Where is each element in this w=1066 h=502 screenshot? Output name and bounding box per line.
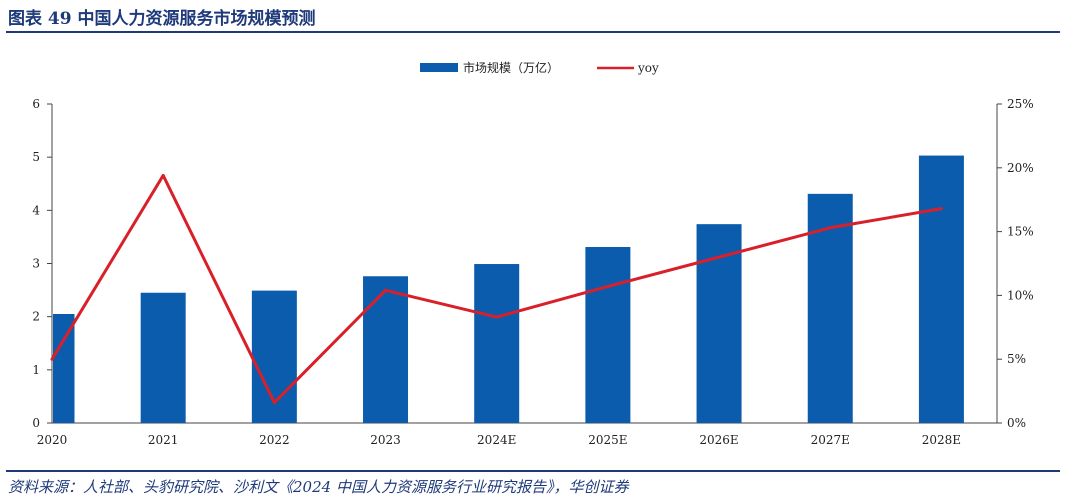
right-tick-label: 15% [1007,225,1034,239]
figure-title: 图表 49 中国人力资源服务市场规模预测 [8,9,316,29]
right-tick-label: 10% [1007,288,1034,302]
left-tick-label: 6 [32,97,40,111]
yoy-point-2027E [828,226,832,230]
left-tick-label: 1 [32,363,40,377]
left-tick-label: 4 [32,203,40,217]
x-tick-label: 2024E [477,433,516,447]
x-axis-labels: 2020 2021 2022 2023 2024E 2025E 2026E 2027E 2028… [37,433,961,447]
right-tick-label: 0% [1007,416,1026,430]
yoy-point-2020 [50,357,54,361]
source-note: 资料来源：人社部、头豹研究院、沙利文《2024 中国人力资源服务行业研究报告》，… [8,478,629,496]
bar-2024E [474,264,520,423]
x-tick-label: 2025E [588,433,627,447]
left-tick-label: 5 [32,150,40,164]
yoy-point-2021 [161,173,165,177]
bar-2020 [53,314,75,423]
legend-line-label: yoy [637,61,659,75]
x-tick-label: 2021 [148,433,179,447]
x-tick-label: 2026E [699,433,738,447]
x-tick-label: 2020 [37,433,68,447]
left-tick-label: 2 [32,310,40,324]
left-tick-label: 0 [32,416,40,430]
legend-bar-label: 市场规模（万亿） [463,60,559,75]
x-tick-label: 2023 [370,433,401,447]
bar-2023 [363,276,409,423]
left-tick-label: 3 [32,257,40,271]
yoy-point-2025E [606,284,610,288]
right-tick-label: 25% [1007,97,1034,111]
bar-2028E [918,155,964,424]
axes: 0 1 2 3 4 5 6 0% 5% 10% 15% 20% 25% [32,97,1033,430]
bar-series [53,155,964,424]
yoy-point-2026E [717,255,721,259]
line-series [50,173,943,405]
right-tick-label: 5% [1007,352,1026,366]
yoy-point-2028E [939,207,943,211]
combo-chart: 市场规模（万亿） yoy 0 1 2 3 4 5 6 0% 5% 10% 15% 20% 25% 202… [32,60,1033,447]
legend: 市场规模（万亿） yoy [420,60,659,75]
yoy-point-2023 [384,288,388,292]
x-tick-label: 2022 [259,433,290,447]
top-divider [6,31,1060,33]
x-tick-label: 2028E [922,433,961,447]
yoy-point-2024E [495,315,499,319]
right-tick-label: 20% [1007,161,1034,175]
bottom-divider [6,470,1060,472]
legend-bar-swatch [420,63,458,72]
bar-2025E [585,247,631,423]
yoy-point-2022 [272,401,276,405]
x-tick-label: 2027E [811,433,850,447]
bar-2021 [140,292,186,423]
